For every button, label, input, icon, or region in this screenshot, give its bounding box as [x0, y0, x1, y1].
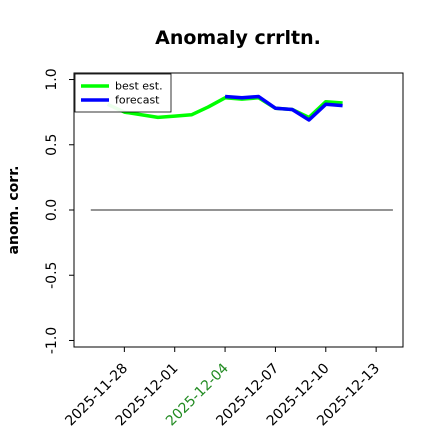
series-line-forecast — [224, 94, 343, 122]
y-tick-label: -1.0 — [44, 327, 60, 354]
y-axis-label: anom. corr. — [6, 166, 22, 255]
chart-title: Anomaly crrltn. — [155, 27, 321, 49]
y-tick-label: -0.5 — [44, 262, 60, 289]
y-tick-label: 1.0 — [44, 68, 60, 90]
y-tick-label: 0.0 — [44, 199, 60, 221]
legend-box — [74, 73, 172, 113]
legend-label: best est. — [115, 80, 163, 93]
legend-label: forecast — [115, 94, 160, 107]
y-tick-label: 0.5 — [44, 134, 60, 156]
